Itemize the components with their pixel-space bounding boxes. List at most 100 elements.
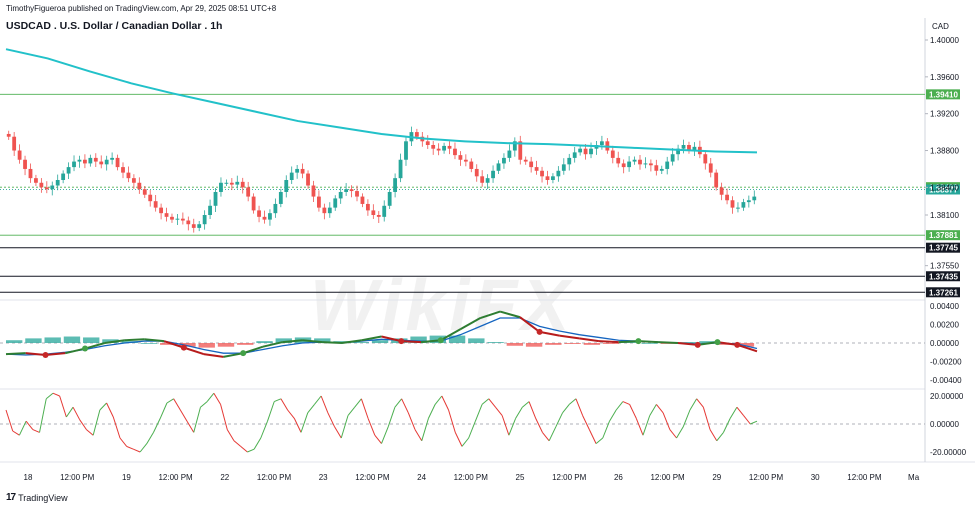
macd-segment	[45, 352, 66, 357]
oscillator-segment	[729, 406, 738, 419]
oscillator-segment	[401, 398, 409, 414]
time-tick-label: 12:00 PM	[60, 473, 95, 482]
oscillator-segment	[133, 448, 141, 453]
histogram-bar	[25, 338, 42, 343]
macd-segment	[381, 335, 402, 343]
price-tick-label: 1.38100	[930, 211, 959, 220]
time-tick-label: 23	[319, 473, 328, 482]
candle	[496, 163, 501, 171]
oscillator-segment	[716, 432, 724, 442]
candle	[327, 207, 332, 214]
oscillator-segment	[374, 434, 382, 444]
oscillator-segment	[18, 420, 27, 436]
candle	[491, 170, 495, 179]
level-label-bg	[926, 287, 960, 298]
candle	[589, 148, 593, 155]
candle	[398, 159, 403, 179]
oscillator-segment	[220, 404, 228, 430]
candle	[131, 178, 136, 183]
candle	[12, 136, 17, 151]
level-label-bg	[926, 89, 960, 100]
oscillator-segment	[193, 407, 201, 433]
macd-segment	[25, 352, 46, 357]
oscillator-segment	[635, 418, 644, 436]
oscillator-segment	[528, 401, 537, 419]
macd-segment	[84, 342, 106, 350]
macd-segment	[578, 337, 600, 343]
candle	[186, 220, 191, 225]
candle	[387, 191, 392, 206]
time-tick-label: 12:00 PM	[650, 473, 685, 482]
candle	[529, 161, 534, 168]
macd-segment	[539, 330, 560, 337]
oscillator-segment	[280, 398, 289, 411]
candle	[289, 172, 294, 180]
candle	[681, 145, 686, 149]
candle	[273, 203, 278, 214]
oscillator-segment	[656, 404, 664, 414]
oscillator-segment	[314, 395, 322, 405]
oscillator-segment	[387, 407, 396, 427]
oscillator-segment	[59, 395, 67, 418]
oscillator-segment	[179, 409, 188, 422]
macd-segment	[736, 343, 758, 353]
time-tick-label: 18	[24, 473, 33, 482]
macd-segment	[717, 341, 738, 346]
macd-segment	[124, 338, 145, 342]
histogram-bar	[83, 337, 100, 343]
candle	[208, 205, 212, 215]
candle	[213, 191, 218, 206]
cross-marker	[180, 344, 187, 351]
candle	[746, 200, 751, 203]
oscillator-segment	[501, 415, 510, 436]
candle	[719, 187, 724, 195]
oscillator-segment	[320, 395, 329, 413]
histogram-bar	[506, 343, 524, 346]
oscillator-segment	[602, 421, 610, 439]
level-label: 1.37435	[929, 272, 958, 281]
candle	[545, 176, 550, 180]
oscillator-segment	[454, 432, 463, 447]
candle	[355, 191, 359, 197]
oscillator-segment	[702, 407, 711, 430]
watermark: WikiFX	[310, 266, 574, 346]
oscillator-segment	[200, 401, 208, 408]
tradingview-footer[interactable]: 17 TradingView	[6, 492, 68, 503]
candle	[708, 163, 713, 173]
oscillator-segment	[562, 404, 570, 414]
macd-segment	[658, 341, 678, 344]
price-tick-label: 1.39200	[930, 110, 959, 119]
histogram-bar	[737, 343, 755, 347]
level-label-bg	[926, 184, 960, 195]
macd-segment	[5, 352, 26, 356]
candle	[621, 163, 626, 168]
time-tick-label: 12:00 PM	[257, 473, 292, 482]
candle	[246, 187, 251, 197]
oscillator-pane	[0, 392, 925, 453]
macd-segment	[65, 347, 86, 355]
macd-segment	[559, 334, 580, 340]
oscillator-segment	[441, 395, 450, 411]
macd-tick-label: -0.00400	[930, 376, 962, 385]
osc-tick-label: 0.00000	[930, 420, 959, 429]
candle	[257, 210, 261, 217]
oscillator-segment	[676, 426, 684, 439]
oscillator-segment	[709, 429, 718, 442]
candle	[322, 207, 327, 214]
price-tick-label: 1.38800	[930, 147, 959, 156]
candle	[88, 157, 93, 164]
candle	[474, 168, 479, 177]
time-tick-label: Ma	[908, 473, 920, 482]
candle	[153, 201, 158, 208]
oscillator-segment	[649, 404, 657, 416]
macd-segment	[183, 346, 204, 356]
histogram-bar	[352, 342, 369, 343]
candle	[453, 148, 457, 156]
candle	[507, 150, 512, 158]
candle	[170, 216, 174, 220]
macd-segment	[322, 341, 343, 344]
level-label: 1.37881	[929, 231, 958, 240]
candle	[83, 159, 87, 164]
oscillator-segment	[421, 418, 429, 441]
